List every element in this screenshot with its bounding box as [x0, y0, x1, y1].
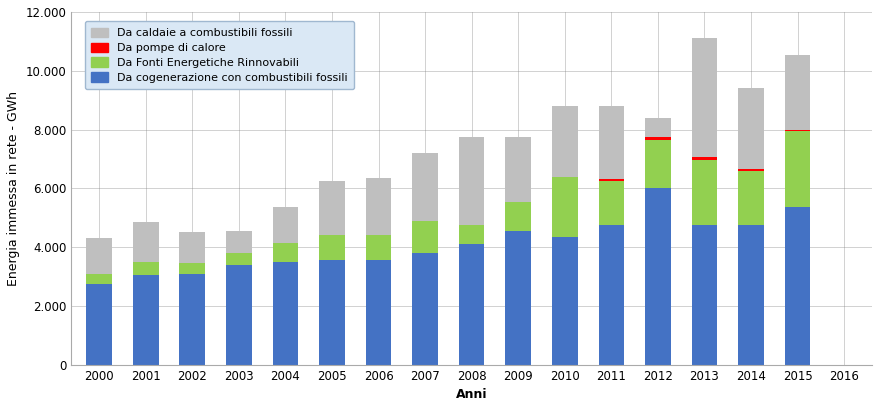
Bar — [86, 238, 112, 273]
X-axis label: Anni: Anni — [456, 388, 486, 401]
Bar — [458, 225, 484, 244]
Bar — [319, 260, 344, 365]
Legend: Da caldaie a combustibili fossili, Da pompe di calore, Da Fonti Energetiche Rinn: Da caldaie a combustibili fossili, Da po… — [84, 21, 354, 89]
Bar — [226, 253, 251, 265]
Bar — [691, 157, 716, 160]
Bar — [133, 222, 158, 262]
Bar — [598, 181, 623, 225]
Bar — [551, 106, 577, 177]
Bar — [272, 262, 298, 365]
Bar — [644, 188, 670, 365]
Bar — [691, 160, 716, 225]
Bar — [412, 153, 437, 221]
Bar — [226, 265, 251, 365]
Bar — [738, 171, 763, 225]
Bar — [784, 130, 810, 131]
Bar — [644, 140, 670, 188]
Bar — [551, 177, 577, 237]
Bar — [691, 38, 716, 157]
Bar — [551, 237, 577, 365]
Bar — [226, 231, 251, 253]
Bar — [458, 244, 484, 365]
Bar — [319, 235, 344, 260]
Bar — [272, 207, 298, 243]
Bar — [644, 137, 670, 140]
Bar — [133, 275, 158, 365]
Bar — [365, 235, 391, 260]
Bar — [133, 262, 158, 275]
Bar — [598, 225, 623, 365]
Bar — [412, 253, 437, 365]
Bar — [179, 273, 205, 365]
Bar — [598, 180, 623, 181]
Bar — [412, 221, 437, 253]
Bar — [179, 263, 205, 273]
Bar — [738, 169, 763, 171]
Bar — [365, 178, 391, 235]
Bar — [784, 207, 810, 365]
Bar — [505, 137, 530, 202]
Bar — [179, 233, 205, 263]
Bar — [86, 273, 112, 284]
Bar — [644, 118, 670, 137]
Bar — [505, 202, 530, 231]
Y-axis label: Energia immessa in rete - GWh: Energia immessa in rete - GWh — [7, 91, 20, 286]
Bar — [272, 243, 298, 262]
Bar — [738, 225, 763, 365]
Bar — [738, 89, 763, 169]
Bar — [598, 106, 623, 180]
Bar — [784, 131, 810, 207]
Bar — [691, 225, 716, 365]
Bar — [505, 231, 530, 365]
Bar — [319, 181, 344, 235]
Bar — [458, 137, 484, 225]
Bar — [86, 284, 112, 365]
Bar — [365, 260, 391, 365]
Bar — [784, 55, 810, 130]
